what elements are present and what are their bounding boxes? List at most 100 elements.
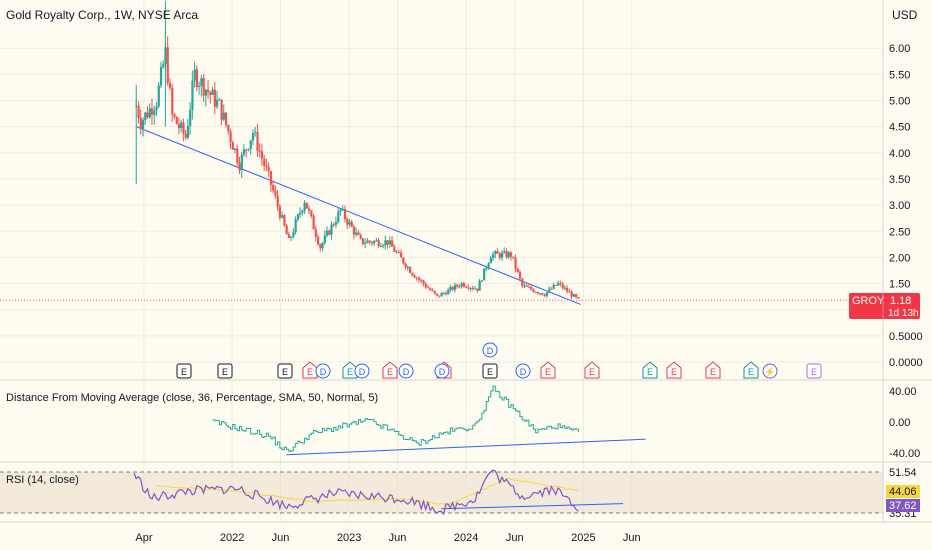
candle-body[interactable]: [166, 47, 169, 84]
candle-body[interactable]: [292, 232, 295, 237]
candle-body[interactable]: [299, 212, 302, 215]
event-marker-earnings[interactable]: E: [277, 363, 293, 379]
candle-body[interactable]: [334, 221, 338, 225]
candle-body[interactable]: [316, 236, 320, 245]
candle-body[interactable]: [137, 105, 140, 119]
candle-body[interactable]: [231, 142, 234, 150]
candle-body[interactable]: [348, 221, 351, 225]
candle-body[interactable]: [483, 268, 486, 281]
candle-body[interactable]: [346, 219, 349, 225]
candle-body[interactable]: [285, 225, 288, 235]
candle-body[interactable]: [509, 252, 513, 257]
candle-body[interactable]: [229, 131, 232, 143]
candle-body[interactable]: [496, 251, 499, 254]
candle-body[interactable]: [233, 148, 237, 150]
candle-body[interactable]: [561, 283, 564, 289]
candle-body[interactable]: [204, 89, 208, 96]
candle-body[interactable]: [258, 150, 261, 152]
candle-body[interactable]: [541, 293, 544, 295]
candle-body[interactable]: [570, 291, 573, 297]
candle-body[interactable]: [377, 240, 380, 247]
candle-body[interactable]: [453, 284, 457, 290]
candle-body[interactable]: [440, 293, 443, 297]
candle-body[interactable]: [474, 288, 477, 290]
candle-body[interactable]: [507, 252, 510, 258]
candle-body[interactable]: [557, 282, 560, 286]
candle-body[interactable]: [400, 252, 403, 258]
candle-body[interactable]: [467, 287, 470, 289]
candle-body[interactable]: [222, 112, 225, 120]
candle-body[interactable]: [503, 251, 506, 253]
candle-body[interactable]: [563, 287, 567, 289]
candle-body[interactable]: [175, 117, 178, 125]
candle-body[interactable]: [433, 290, 436, 294]
candle-body[interactable]: [218, 99, 221, 101]
candle-body[interactable]: [274, 190, 277, 196]
candle-body[interactable]: [460, 283, 463, 287]
candle-body[interactable]: [245, 149, 248, 151]
candle-body[interactable]: [388, 240, 391, 245]
candle-body[interactable]: [431, 290, 434, 292]
candle-body[interactable]: [341, 208, 344, 210]
chart-title[interactable]: Gold Royalty Corp., 1W, NYSE Arca: [6, 8, 198, 22]
candle-body[interactable]: [575, 294, 578, 298]
candle-body[interactable]: [227, 125, 230, 132]
candle-body[interactable]: [402, 257, 405, 264]
candle-body[interactable]: [290, 236, 293, 238]
candle-body[interactable]: [391, 240, 394, 247]
candle-body[interactable]: [278, 206, 282, 218]
candle-body[interactable]: [379, 246, 383, 248]
candle-body[interactable]: [265, 165, 268, 168]
candle-body[interactable]: [566, 287, 569, 292]
candle-body[interactable]: [568, 291, 571, 293]
event-marker-earnings-miss[interactable]: E: [382, 361, 398, 379]
rsi-line[interactable]: [133, 469, 579, 516]
candle-body[interactable]: [456, 284, 459, 287]
event-marker-earnings-miss[interactable]: E: [666, 361, 682, 379]
event-marker-dividend[interactable]: D: [398, 363, 414, 379]
candle-body[interactable]: [177, 124, 181, 129]
candle-body[interactable]: [294, 219, 297, 233]
candle-body[interactable]: [357, 232, 360, 235]
candle-body[interactable]: [518, 271, 522, 279]
time-axis[interactable]: Apr 2022 Jun 2023 Jun 2024 Jun 2025 Jun: [135, 532, 640, 544]
candle-body[interactable]: [554, 284, 558, 286]
candle-body[interactable]: [413, 275, 416, 278]
candle-body[interactable]: [236, 148, 239, 163]
candle-body[interactable]: [422, 280, 425, 284]
candle-body[interactable]: [471, 287, 475, 289]
candle-body[interactable]: [505, 251, 508, 258]
event-marker-dividend[interactable]: D: [315, 363, 331, 379]
candle-body[interactable]: [267, 167, 270, 172]
candle-body[interactable]: [492, 254, 495, 258]
candle-body[interactable]: [384, 240, 387, 246]
candle-body[interactable]: [478, 281, 481, 291]
candle-body[interactable]: [406, 267, 409, 269]
candle-body[interactable]: [516, 268, 519, 272]
candle-body[interactable]: [545, 292, 549, 296]
candle-body[interactable]: [281, 215, 284, 218]
candle-body[interactable]: [157, 85, 160, 107]
candle-body[interactable]: [220, 99, 223, 120]
event-marker-dividend[interactable]: D: [515, 363, 531, 379]
candle-body[interactable]: [521, 278, 524, 286]
candle-body[interactable]: [548, 288, 551, 293]
candle-body[interactable]: [494, 251, 497, 255]
candle-body[interactable]: [296, 214, 299, 220]
candle-body[interactable]: [366, 240, 369, 244]
candle-body[interactable]: [532, 289, 535, 292]
candle-body[interactable]: [485, 268, 488, 270]
candle-body[interactable]: [323, 235, 326, 243]
candle-body[interactable]: [489, 257, 492, 264]
candle-body[interactable]: [171, 87, 174, 115]
candle-body[interactable]: [361, 238, 365, 244]
candle-body[interactable]: [375, 240, 378, 242]
candlestick-series[interactable]: [135, 1, 580, 300]
candle-body[interactable]: [350, 221, 353, 227]
candle-body[interactable]: [420, 279, 423, 281]
candle-body[interactable]: [216, 99, 219, 107]
candle-body[interactable]: [186, 125, 190, 138]
candle-body[interactable]: [462, 283, 466, 287]
candle-body[interactable]: [536, 292, 540, 294]
